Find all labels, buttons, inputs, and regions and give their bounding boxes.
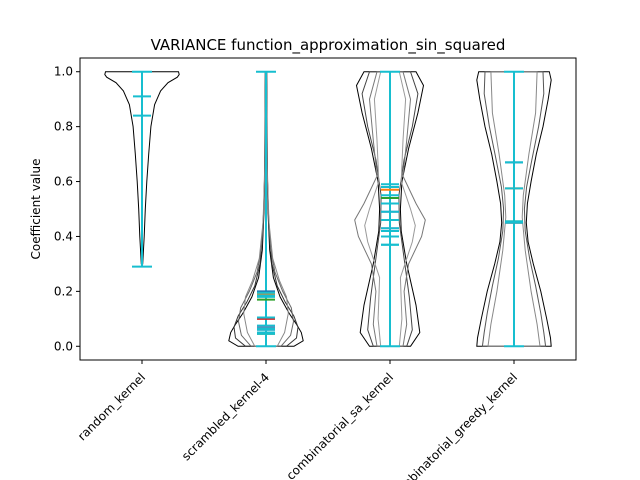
x-axis: random_kernel scrambled_kernel-4 combinato… xyxy=(75,360,520,480)
violins-group xyxy=(104,70,552,348)
y-tick-label: 0.8 xyxy=(54,120,73,134)
violin-body xyxy=(481,71,547,347)
violin-body xyxy=(355,71,425,347)
chart-title: VARIANCE function_approximation_sin_squa… xyxy=(151,36,506,55)
y-tick-label: 0.6 xyxy=(54,175,73,189)
x-tick-label: random_kernel xyxy=(75,370,148,443)
violin-body xyxy=(361,71,419,347)
x-tick-label: combinatorial_greedy_kernel xyxy=(388,370,520,480)
y-axis: 0.0 0.2 0.4 0.6 0.8 1.0 xyxy=(54,65,80,353)
violin-random_kernel xyxy=(104,70,180,268)
y-tick-label: 1.0 xyxy=(54,65,73,79)
y-axis-label: Coefficient value xyxy=(29,159,43,260)
x-tick-label: combinatorial_sa_kernel xyxy=(284,370,397,480)
violin-scrambled_kernel-4 xyxy=(228,70,304,348)
y-tick-label: 0.2 xyxy=(54,284,73,298)
violin-body xyxy=(476,71,552,347)
x-tick-label: scrambled_kernel-4 xyxy=(179,370,272,463)
violin-body xyxy=(354,71,426,347)
violin-body xyxy=(104,71,180,265)
plot-frame xyxy=(79,57,577,361)
violin-body xyxy=(487,71,541,347)
violin-combinatorial_greedy_kernel xyxy=(476,70,552,348)
y-tick-label: 0.4 xyxy=(54,229,73,243)
violin-combinatorial_sa_kernel xyxy=(354,70,426,348)
y-tick-label: 0.0 xyxy=(54,339,73,353)
